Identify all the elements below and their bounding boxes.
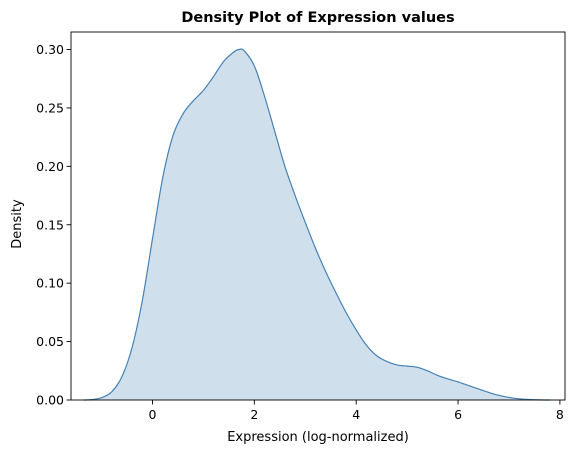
plot-frame (70, 31, 566, 401)
x-tick-label: 8 (556, 407, 564, 422)
y-axis-label: Density (10, 199, 25, 249)
x-axis: 0 2 4 6 8 (149, 400, 564, 422)
y-tick-label: 0.20 (36, 159, 64, 174)
chart-title: Density Plot of Expression values (181, 10, 454, 26)
y-tick-label: 0.10 (36, 276, 64, 291)
y-tick-label: 0.30 (36, 42, 64, 57)
y-axis: 0.00 0.05 0.10 0.15 0.20 0.25 0.30 (36, 42, 71, 408)
x-tick-label: 2 (250, 407, 258, 422)
x-axis-label: Expression (log-normalized) (227, 430, 409, 445)
plot-area (70, 31, 566, 401)
y-tick-label: 0.15 (36, 217, 64, 232)
y-tick-label: 0.05 (36, 334, 64, 349)
density-area-fill (83, 49, 550, 400)
x-tick-label: 0 (149, 407, 157, 422)
x-tick-label: 4 (352, 407, 360, 422)
y-tick-label: 0.00 (36, 393, 64, 408)
density-curve (83, 48, 550, 401)
x-tick-label: 6 (454, 407, 462, 422)
y-tick-label: 0.25 (36, 100, 64, 115)
